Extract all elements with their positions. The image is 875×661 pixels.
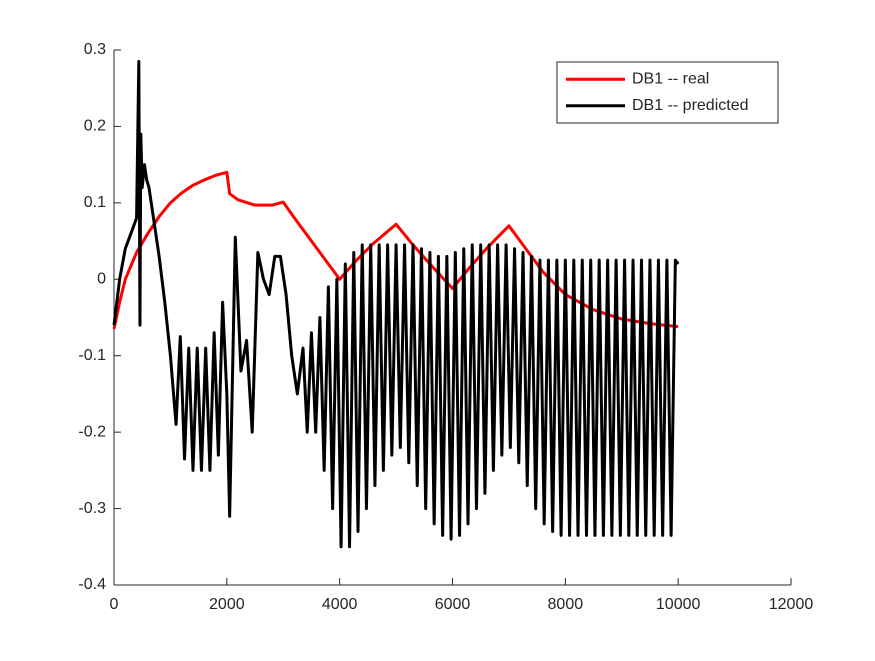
- y-tick-label: 0.1: [84, 194, 106, 211]
- series-line: [112, 170, 679, 330]
- y-tick-label: -0.1: [78, 347, 106, 364]
- legend: DB1 -- real DB1 -- predicted: [556, 61, 779, 124]
- legend-label: DB1 -- predicted: [632, 97, 749, 114]
- x-tick-label: 2000: [209, 596, 245, 613]
- x-tick-label: 10000: [656, 596, 701, 613]
- y-tick-label: 0: [97, 271, 106, 288]
- y-tick-label: -0.3: [78, 500, 106, 517]
- legend-label: DB1 -- real: [632, 70, 709, 87]
- y-tick-label: -0.4: [78, 576, 106, 593]
- y-tick-label: -0.2: [78, 423, 106, 440]
- x-tick-label: 12000: [769, 596, 814, 613]
- x-tick-label: 8000: [548, 596, 584, 613]
- y-tick-label: 0.2: [84, 118, 106, 135]
- series-line: [112, 59, 680, 549]
- x-tick-label: 4000: [322, 596, 358, 613]
- x-tick-label: 6000: [435, 596, 471, 613]
- legend-box: [556, 61, 779, 124]
- x-tick-label: 0: [110, 596, 119, 613]
- y-tick-label: 0.3: [84, 41, 106, 58]
